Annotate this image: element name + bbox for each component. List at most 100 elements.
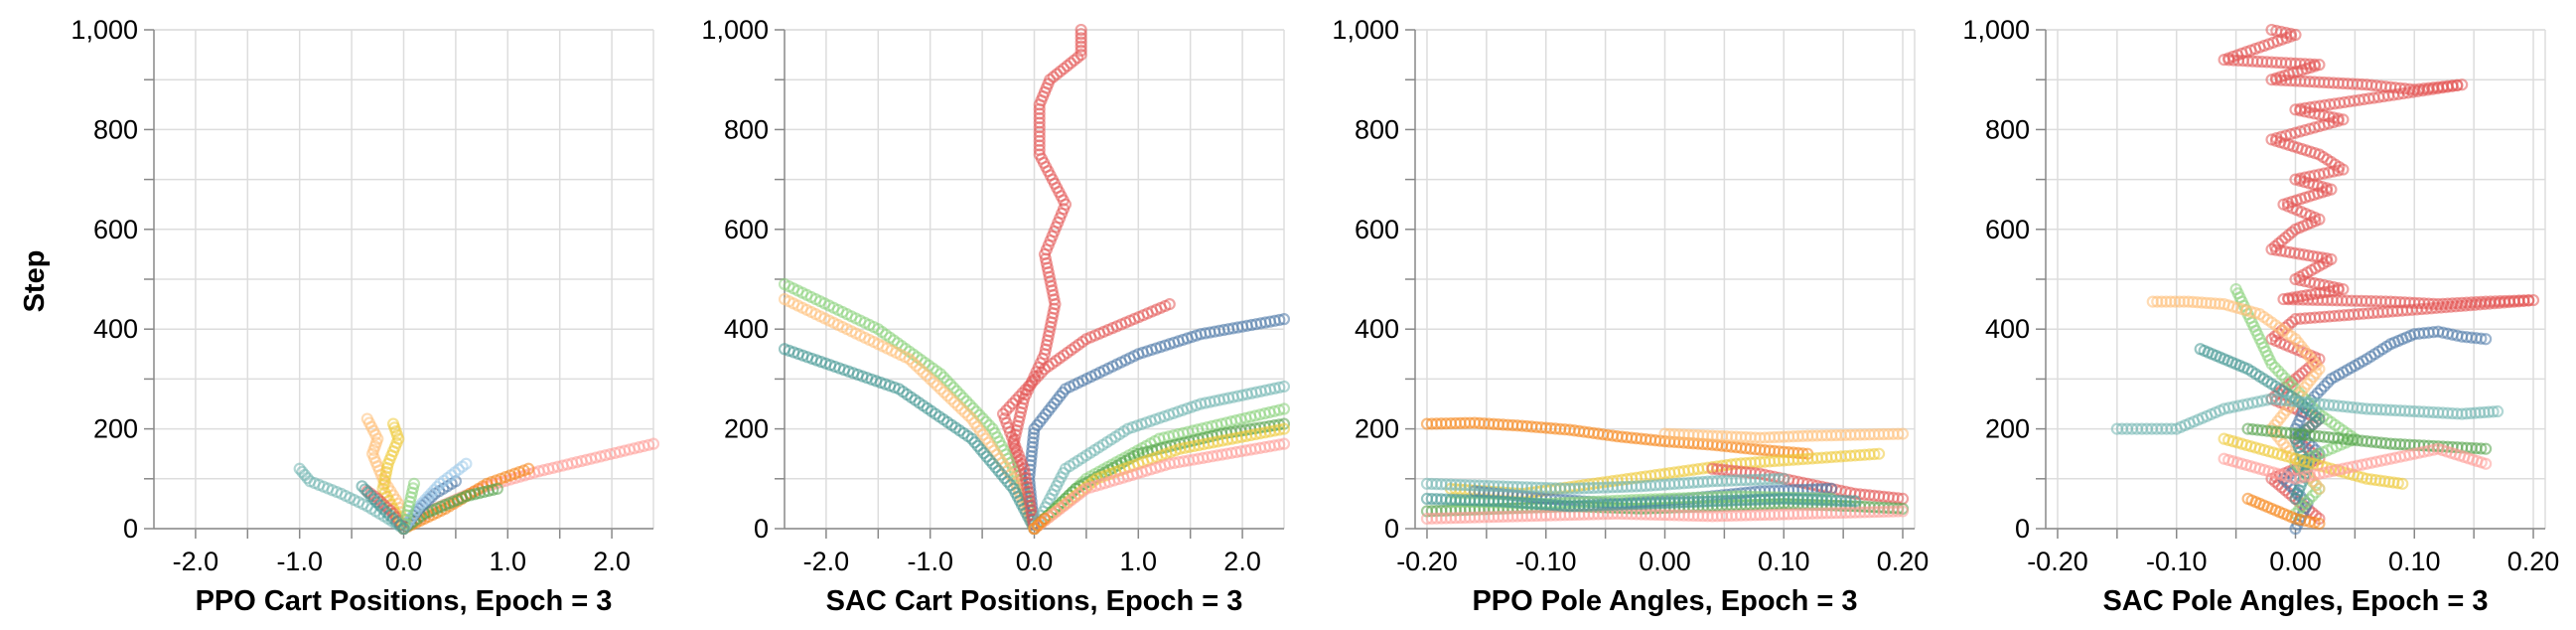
data-point: [1868, 447, 1881, 461]
chart-panel-1: -2.0 -1.0 0.0 1.0 2.0 0 200 400 600 800 1,000 PPO C…: [71, 15, 659, 617]
y-tick-label: 1,000: [1332, 15, 1399, 45]
data-point: [1277, 422, 1290, 435]
data-point: [419, 493, 432, 507]
data-point: [370, 496, 383, 509]
data-point: [1016, 387, 1029, 399]
data-point: [921, 369, 933, 383]
x-tick-label: -1.0: [276, 547, 323, 576]
data-point: [2303, 493, 2316, 506]
x-tick-label: 0.0: [385, 547, 423, 576]
data-point: [360, 412, 373, 425]
series-group: [2110, 24, 2540, 535]
data-point: [2491, 404, 2504, 418]
data-point: [2299, 497, 2312, 510]
data-point: [958, 405, 971, 418]
data-point: [361, 486, 374, 499]
data-point: [2315, 384, 2328, 396]
data-point: [2282, 376, 2295, 389]
series-10: [2241, 492, 2326, 531]
y-tick-label: 0: [123, 514, 138, 544]
y-tick-label: 600: [1985, 215, 2030, 244]
y-tick-label: 0: [2015, 514, 2030, 544]
x-tick-label: 0.10: [1758, 547, 1810, 576]
series-1: [1420, 416, 1814, 460]
y-tick-label: 0: [1384, 514, 1399, 544]
data-point: [1778, 472, 1790, 485]
data-point: [390, 516, 403, 529]
data-point: [1273, 438, 1286, 451]
y-tick-label: 200: [1985, 414, 2030, 444]
data-point: [2313, 482, 2326, 495]
data-point: [646, 437, 659, 450]
data-point: [2480, 333, 2493, 346]
data-point: [425, 487, 438, 500]
data-point: [1038, 512, 1052, 526]
data-point: [1074, 36, 1087, 49]
x-tick-label: -0.10: [1515, 547, 1577, 576]
x-tick-label: 0.20: [2507, 547, 2560, 576]
chart-panel-2: -2.0 -1.0 0.0 1.0 2.0 0 200 400 600 800 1,000 SAC C…: [701, 15, 1290, 617]
data-point: [1074, 44, 1087, 58]
data-point: [1029, 373, 1042, 386]
data-point: [1006, 397, 1019, 410]
data-point: [364, 489, 377, 503]
data-point: [1163, 298, 1176, 311]
data-point: [296, 465, 309, 478]
data-point: [2487, 405, 2500, 418]
data-point: [2309, 486, 2323, 499]
data-point: [2289, 492, 2302, 505]
series-2: [1658, 427, 1910, 444]
data-point: [1035, 366, 1048, 379]
data-point: [407, 477, 421, 490]
data-point: [996, 407, 1010, 420]
y-tick-label: 400: [1355, 314, 1399, 344]
data-point: [779, 292, 791, 306]
data-point: [1019, 384, 1032, 396]
x-tick-label: 0.0: [1016, 547, 1054, 576]
x-tick-label: -2.0: [173, 547, 219, 576]
y-tick-label: 800: [93, 114, 138, 144]
data-point: [943, 378, 957, 391]
x-tick-label: 1.0: [1120, 547, 1158, 576]
series-group: [779, 24, 1290, 535]
data-point: [1273, 313, 1286, 327]
series-1: [2218, 24, 2540, 526]
data-point: [393, 519, 407, 532]
data-point: [431, 480, 444, 494]
y-tick-label: 600: [1355, 215, 1399, 244]
data-point: [358, 483, 371, 496]
data-point: [367, 493, 380, 506]
data-point: [948, 395, 961, 408]
data-point: [2268, 361, 2282, 375]
data-point: [1009, 394, 1023, 406]
data-point: [1022, 380, 1035, 393]
x-axis-title: SAC Cart Positions, Epoch = 3: [826, 585, 1243, 617]
data-point: [2475, 332, 2488, 345]
data-point: [2318, 380, 2331, 393]
data-point: [2480, 442, 2493, 455]
series-6: [2110, 393, 2504, 435]
data-point: [1892, 505, 1905, 518]
data-point: [2265, 358, 2278, 371]
y-tick-label: 800: [1355, 114, 1399, 144]
data-point: [934, 383, 947, 395]
data-point: [373, 499, 386, 512]
data-point: [937, 386, 950, 398]
y-tick-label: 600: [93, 215, 138, 244]
data-point: [397, 522, 410, 535]
data-point: [1273, 381, 1286, 394]
data-point: [937, 371, 950, 384]
data-point: [2296, 500, 2309, 513]
data-point: [383, 509, 396, 522]
data-point: [907, 356, 920, 369]
x-tick-label: -0.20: [2027, 547, 2088, 576]
x-axis-title: PPO Cart Positions, Epoch = 3: [196, 585, 613, 617]
data-point: [2391, 477, 2404, 490]
data-point: [2275, 368, 2288, 382]
data-point: [1872, 447, 1886, 460]
series-3: [779, 292, 1041, 535]
data-point: [1892, 427, 1905, 440]
x-tick-label: 2.0: [593, 547, 631, 576]
y-tick-label: 200: [724, 414, 769, 444]
